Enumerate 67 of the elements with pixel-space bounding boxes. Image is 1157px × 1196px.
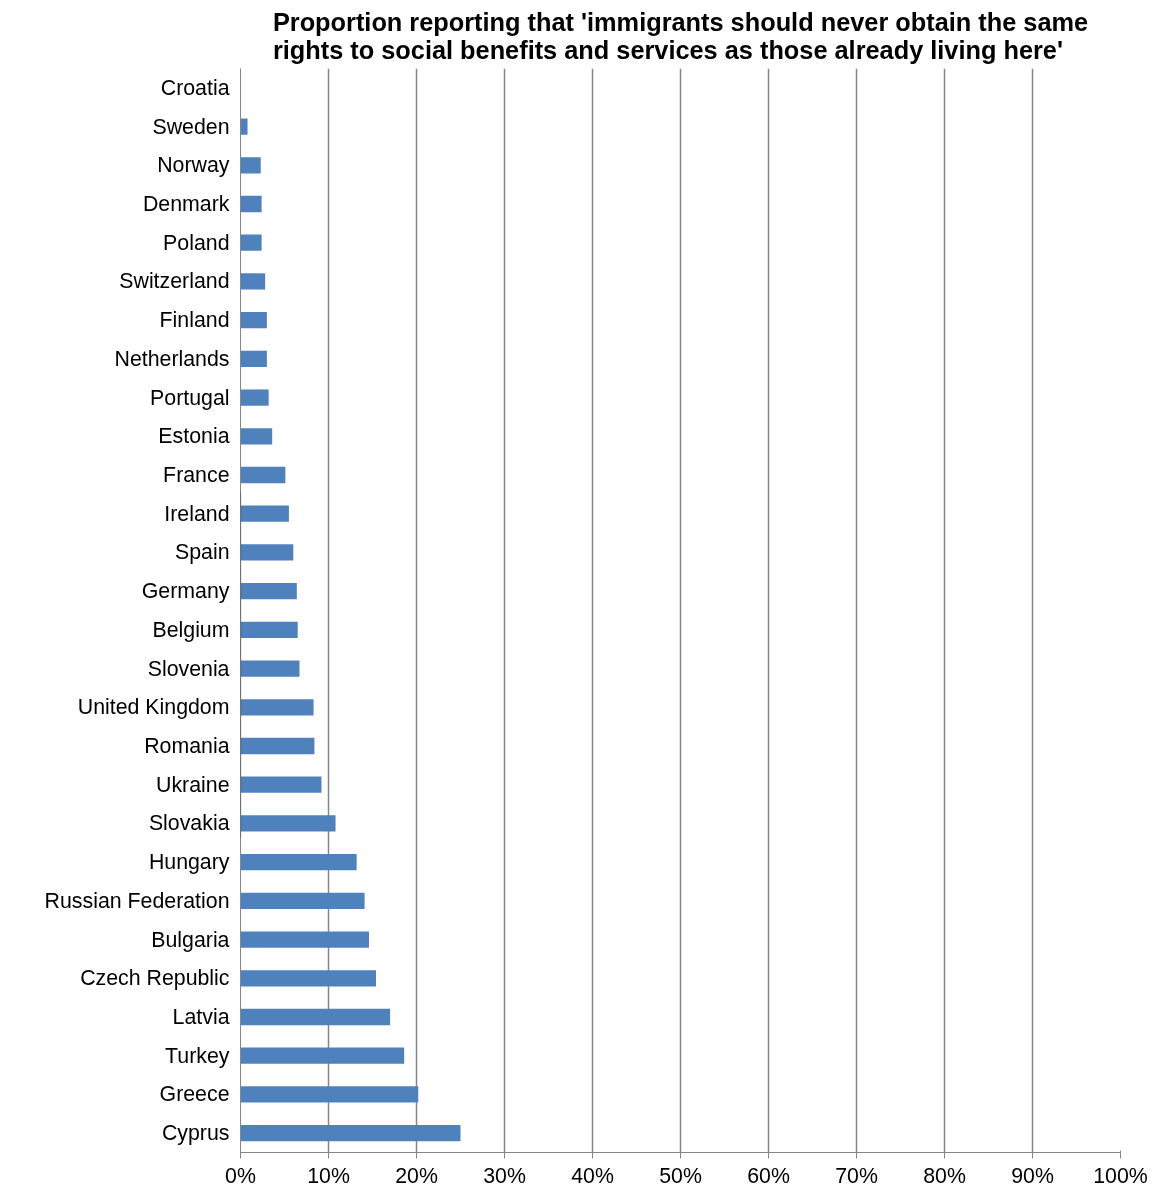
bar [240, 854, 357, 871]
bar [240, 776, 322, 793]
bar [240, 931, 369, 948]
x-tick-label: 60% [747, 1163, 790, 1188]
y-tick-label: Russian Federation [44, 888, 230, 913]
x-tick-label: 90% [1011, 1163, 1054, 1188]
bar [240, 660, 300, 677]
x-tick-label: 80% [923, 1163, 966, 1188]
bar [240, 544, 294, 561]
y-tick-label: Slovakia [148, 811, 230, 836]
bar [240, 583, 297, 600]
bar [240, 195, 262, 213]
bar [240, 737, 315, 755]
x-tick-label: 20% [395, 1163, 438, 1188]
bar [240, 699, 314, 716]
y-tick-label: Greece [159, 1082, 230, 1107]
bar [240, 970, 377, 987]
x-tick-label: 30% [483, 1163, 526, 1188]
y-tick-label: Norway [157, 153, 230, 178]
bar [240, 505, 289, 522]
x-tick-label: 100% [1093, 1163, 1148, 1188]
x-tick-label: 0% [225, 1163, 256, 1188]
bar [240, 1086, 419, 1103]
bar [240, 815, 336, 832]
y-tick-label: Switzerland [119, 269, 230, 294]
y-tick-label: Belgium [152, 617, 230, 642]
y-tick-label: Slovenia [147, 656, 230, 681]
x-tick-label: 40% [571, 1163, 614, 1188]
y-tick-label: Hungary [148, 850, 230, 875]
bar [240, 621, 298, 638]
y-tick-label: Turkey [165, 1043, 230, 1068]
bar [240, 312, 267, 329]
bar [240, 428, 273, 445]
bar [240, 1125, 461, 1142]
chart-title: Proportion reporting that 'immigrants should never obtain the same rights to social benefits and services as those already living here' [272, 7, 1089, 64]
x-tick-label: 10% [307, 1163, 350, 1188]
y-tick-label: Germany [141, 579, 230, 604]
bar [240, 892, 365, 909]
bar [240, 389, 269, 406]
bar [240, 1008, 391, 1026]
y-tick-label: Denmark [142, 192, 230, 216]
y-tick-label: Sweden [152, 114, 230, 139]
x-tick-label: 70% [835, 1163, 878, 1188]
y-tick-label: Spain [174, 540, 230, 565]
y-tick-label: United Kingdom [77, 695, 230, 720]
bar [240, 118, 248, 135]
x-tick-label: 50% [659, 1163, 702, 1188]
y-tick-label: Ireland [164, 501, 230, 526]
y-tick-label: Czech Republic [80, 966, 230, 991]
y-tick-label: Finland [159, 308, 230, 333]
y-tick-label: Latvia [172, 1005, 230, 1029]
bar [240, 350, 267, 367]
y-tick-label: Ukraine [156, 772, 230, 797]
y-tick-label: Poland [163, 230, 230, 255]
bar [240, 273, 266, 290]
y-tick-label: Bulgaria [151, 927, 230, 952]
y-tick-label: Croatia [160, 75, 230, 100]
bar [240, 157, 261, 174]
bar [240, 234, 262, 251]
y-tick-label: Cyprus [161, 1121, 230, 1146]
y-tick-label: Netherlands [114, 346, 230, 371]
y-tick-label: France [163, 463, 230, 487]
y-tick-label: Portugal [150, 385, 230, 410]
y-tick-label: Estonia [158, 424, 230, 449]
bar [240, 466, 286, 484]
bar [240, 1047, 405, 1064]
y-tick-label: Romania [144, 734, 230, 758]
